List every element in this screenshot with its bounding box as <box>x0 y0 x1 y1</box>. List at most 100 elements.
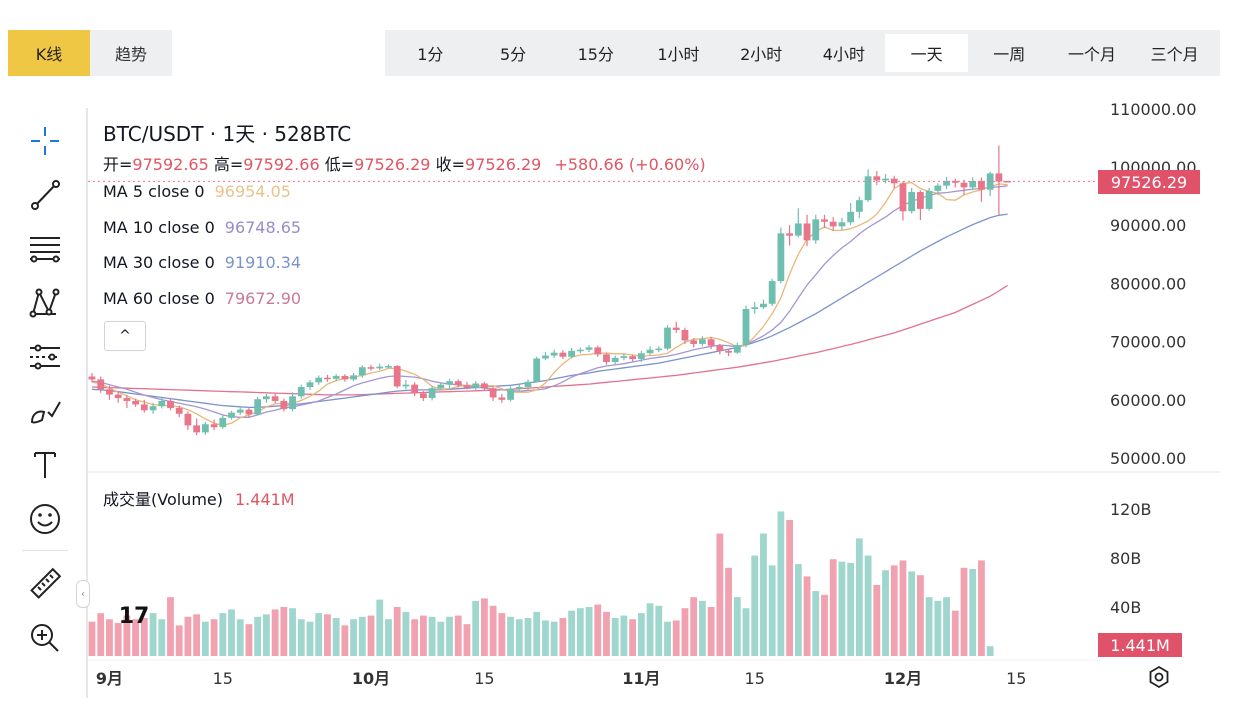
volume-bar <box>437 621 445 656</box>
interval-1h[interactable]: 1小时 <box>657 45 700 64</box>
x-tick-label: 15 <box>213 669 233 688</box>
candle-body <box>882 178 889 181</box>
volume-bar <box>341 625 349 656</box>
volume-bar <box>306 621 314 656</box>
last-volume-tag: 1.441M <box>1098 633 1182 657</box>
candle-body <box>472 383 480 388</box>
interval-5m[interactable]: 5分 <box>499 45 527 64</box>
tradingview-logo[interactable]: 17 <box>118 603 150 629</box>
measure-lines-icon[interactable] <box>22 334 68 380</box>
volume-bar <box>515 619 523 656</box>
ma10-legend[interactable]: MA 10 close 0 96748.65 <box>103 218 301 237</box>
candle-body <box>829 221 837 227</box>
x-tick-label: 10月 <box>352 669 390 688</box>
interval-3mo[interactable]: 三个月 <box>1150 45 1199 64</box>
volume-bar <box>969 569 977 656</box>
volume-bar <box>864 555 872 656</box>
candle-body <box>725 350 732 353</box>
candle-body <box>411 384 419 394</box>
volume-bar <box>899 560 907 656</box>
interval-bar: 1分 5分 15分 1小时 2小时 4小时 一天 一周 一个月 三个月 <box>385 30 1220 76</box>
ruler-icon[interactable] <box>22 561 68 607</box>
symbol-title: BTC/USDT · 1天 · 528BTC <box>103 122 352 146</box>
volume-bar <box>960 567 968 656</box>
candle-body <box>690 340 698 344</box>
zoom-in-icon[interactable] <box>22 615 68 661</box>
candle-body <box>446 381 453 385</box>
volume-bar <box>794 564 802 656</box>
volume-bar <box>175 625 183 656</box>
volume-bar <box>533 611 541 656</box>
text-tool-icon[interactable] <box>22 442 68 488</box>
candle-body <box>934 185 942 191</box>
volume-bar <box>376 599 384 656</box>
interval-1w[interactable]: 一周 <box>993 45 1026 64</box>
brush-icon[interactable] <box>22 388 68 434</box>
volume-bar <box>803 576 811 656</box>
interval-15m[interactable]: 15分 <box>577 45 614 64</box>
volume-bar <box>97 613 105 656</box>
volume-bar <box>733 597 741 656</box>
x-tick-label: 12月 <box>884 669 922 688</box>
fib-lines-icon[interactable] <box>22 226 68 272</box>
trend-line-icon[interactable] <box>22 172 68 218</box>
candle-body <box>716 345 724 351</box>
volume-bar <box>882 570 889 656</box>
volume-bar <box>585 607 593 656</box>
volume-bar <box>986 646 994 656</box>
interval-1mo[interactable]: 一个月 <box>1067 45 1116 64</box>
volume-bar <box>725 567 732 656</box>
volume-bar <box>690 597 698 656</box>
candle-body <box>838 222 846 227</box>
candle-body <box>167 400 174 408</box>
candle-body <box>951 180 959 183</box>
legend-collapse-button[interactable]: ^ <box>104 321 146 351</box>
interval-1d[interactable]: 一天 <box>885 34 968 72</box>
candle-body <box>672 327 680 330</box>
volume-tick-label: 80B <box>1110 549 1141 568</box>
volume-legend: 成交量(Volume) 1.441M <box>103 486 295 510</box>
interval-1m[interactable]: 1分 <box>417 45 444 64</box>
kline-mode-button[interactable]: K线 <box>8 30 90 76</box>
ma5-legend[interactable]: MA 5 close 0 96954.05 <box>103 182 291 201</box>
candle-body <box>341 375 349 380</box>
crosshair-icon[interactable] <box>22 118 68 164</box>
x-tick-label: 15 <box>1006 669 1026 688</box>
interval-2h[interactable]: 2小时 <box>740 45 783 64</box>
candle-body <box>576 349 584 352</box>
volume-bar <box>236 619 244 656</box>
interval-4h[interactable]: 4小时 <box>822 45 865 64</box>
trend-mode-button[interactable]: 趋势 <box>90 30 172 76</box>
volume-bar <box>646 603 654 656</box>
candle-body <box>140 404 148 411</box>
pattern-icon[interactable] <box>22 280 68 326</box>
volume-bar <box>943 597 950 656</box>
toolbar-collapse-handle[interactable]: ‹ <box>76 580 90 608</box>
close-value: 97526.29 <box>465 155 542 174</box>
volume-bar <box>637 613 645 656</box>
candle-body <box>908 192 916 212</box>
candle-body <box>393 366 401 387</box>
candle-body <box>132 400 139 405</box>
ma30-legend[interactable]: MA 30 close 0 91910.34 <box>103 253 301 272</box>
y-tick-label: 90000.00 <box>1110 216 1186 235</box>
candle-body <box>978 180 985 190</box>
close-label: 收= <box>435 155 465 174</box>
volume-bar <box>847 562 855 656</box>
volume-bar <box>88 621 96 656</box>
ma60-legend[interactable]: MA 60 close 0 79672.90 <box>103 289 301 308</box>
y-tick-label: 110000.00 <box>1110 100 1197 119</box>
volume-bar <box>951 610 959 656</box>
candle-body <box>568 350 575 357</box>
volume-bar <box>978 560 985 656</box>
candle-body <box>367 367 375 369</box>
low-label: 低= <box>324 155 355 174</box>
settings-icon[interactable] <box>1146 664 1172 690</box>
volume-tick-label: 40B <box>1110 598 1141 617</box>
candle-body <box>419 393 427 399</box>
candle-body <box>297 386 305 397</box>
emoji-icon[interactable] <box>22 496 68 542</box>
volume-bar <box>428 616 436 656</box>
volume-bar <box>114 622 122 656</box>
